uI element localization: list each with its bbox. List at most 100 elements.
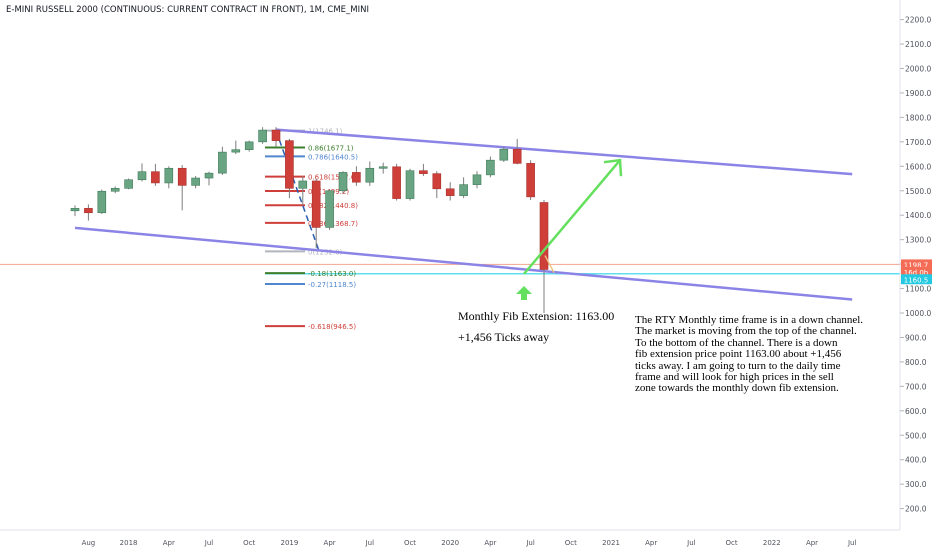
price-badge-label: 1160.5 [904, 276, 929, 284]
fib-level-label: 1(1746.1) [308, 128, 343, 136]
y-tick-label: 2000.0 [905, 65, 931, 74]
x-tick-label: 2022 [763, 539, 781, 547]
channel-lower-line[interactable] [74, 226, 853, 301]
y-tick-label: 500.0 [905, 431, 927, 440]
x-tick-label: Oct [726, 539, 738, 547]
x-tick-label: Apr [484, 539, 496, 547]
fib-level-label: -0.18(1163.0) [308, 270, 356, 278]
candle-up[interactable] [191, 177, 200, 186]
y-tick-label: 900.0 [905, 333, 927, 342]
candle-up[interactable] [338, 172, 348, 192]
y-tick-label: 1400.0 [905, 211, 931, 220]
price-badge [901, 266, 932, 277]
fib-level-label: 0.786(1640.5) [308, 153, 358, 161]
candle-up[interactable] [459, 184, 468, 196]
x-tick-label: Jul [847, 539, 857, 547]
candle-down[interactable] [392, 166, 401, 199]
candle-up[interactable] [110, 188, 120, 192]
y-tick-label: 1600.0 [905, 162, 931, 171]
candle-up[interactable] [486, 159, 495, 176]
y-tick-label: 1500.0 [905, 187, 931, 196]
candle-up[interactable] [405, 170, 415, 199]
x-tick-label: Apr [806, 539, 818, 547]
y-tick-label: 2200.0 [905, 16, 931, 25]
ticks-away-note: +1,456 Ticks away [458, 330, 550, 344]
candle-up[interactable] [244, 141, 254, 150]
candle-up[interactable] [137, 171, 147, 181]
y-tick-label: 800.0 [905, 358, 927, 367]
candle-down[interactable] [512, 148, 522, 164]
candle-up[interactable] [164, 167, 174, 184]
candle-up[interactable] [365, 167, 375, 183]
candle-up[interactable] [204, 172, 214, 179]
y-tick-label: 1900.0 [905, 89, 931, 98]
y-tick-label: 1300.0 [905, 236, 931, 245]
candle-up[interactable] [97, 190, 107, 214]
y-tick-label: 400.0 [905, 456, 927, 465]
target-up-arrow-icon [516, 286, 532, 300]
x-tick-label: Apr [163, 539, 175, 547]
x-tick-label: Apr [324, 539, 336, 547]
fib-level-label: 0.618(1557.6) [308, 174, 358, 182]
candle-down[interactable] [311, 180, 321, 228]
candle-up[interactable] [218, 151, 227, 174]
x-tick-label: Jul [686, 539, 696, 547]
fib-level-label: -0.618(946.5) [308, 323, 356, 331]
candle-down[interactable] [352, 172, 361, 183]
x-tick-label: 2019 [280, 539, 298, 547]
analysis-line: To the bottom of the channel. There is a… [635, 336, 838, 349]
candle-up[interactable] [325, 190, 334, 228]
projection-arrow-line[interactable] [523, 159, 621, 275]
price-badge [901, 259, 932, 270]
x-tick-label: Jul [204, 539, 214, 547]
analysis-line: zone towards the monthly down fib extens… [635, 382, 839, 395]
candle-up[interactable] [298, 180, 308, 189]
candle-up[interactable] [472, 174, 482, 185]
chart-title: E-MINI RUSSELL 2000 (CONTINUOUS: CURRENT… [6, 5, 369, 15]
candle-down[interactable] [177, 167, 187, 186]
analysis-line: The RTY Monthly time frame is in a down … [635, 314, 864, 326]
y-tick-label: 1800.0 [905, 113, 931, 122]
candle-down[interactable] [271, 129, 281, 141]
x-tick-label: Apr [645, 539, 657, 547]
analysis-text-block: The RTY Monthly time frame is in a down … [635, 314, 895, 395]
y-tick-label: 300.0 [905, 480, 927, 489]
x-tick-label: Jul [365, 539, 375, 547]
price-badge-label: 1198.7 [904, 261, 929, 269]
candle-up[interactable] [499, 148, 509, 161]
analysis-line: ticks away. I am going to turn to the da… [635, 359, 841, 372]
candle-up[interactable] [124, 179, 133, 189]
x-tick-label: 2021 [602, 539, 620, 547]
candle-down[interactable] [539, 202, 549, 270]
fib-extension-note: Monthly Fib Extension: 1163.00 [458, 309, 615, 323]
projection-path [544, 255, 555, 273]
projection-arrow-head [603, 158, 623, 177]
candle-up[interactable] [378, 166, 388, 169]
analysis-line: fib extension price point 1163.00 about … [635, 348, 842, 361]
y-tick-label: 1000.0 [905, 309, 931, 318]
candle-down[interactable] [445, 188, 455, 196]
candle-down[interactable] [526, 163, 535, 198]
candle-down[interactable] [84, 208, 93, 214]
candle-down[interactable] [285, 140, 294, 189]
analysis-line: frame and will look for high prices in t… [635, 371, 834, 384]
candle-down[interactable] [419, 170, 428, 174]
candle-down[interactable] [151, 171, 160, 184]
analysis-line: The market is moving from the top of the… [635, 325, 857, 338]
candle-up[interactable] [258, 129, 267, 143]
y-tick-label: 1700.0 [905, 138, 931, 147]
y-tick-label: 700.0 [905, 382, 927, 391]
fib-level-label: 0(1252.0) [308, 248, 343, 256]
candle-up[interactable] [70, 208, 80, 212]
fib-level-label: -0.27(1118.5) [308, 281, 356, 289]
y-tick-label: 1100.0 [905, 285, 931, 294]
y-tick-label: 2100.0 [905, 40, 931, 49]
candle-up[interactable] [231, 149, 241, 153]
x-tick-label: 2018 [120, 539, 138, 547]
channel-upper-line[interactable] [275, 128, 853, 176]
price-badge-label: 16d 0h [904, 269, 928, 277]
x-tick-label: Oct [565, 539, 577, 547]
candle-down[interactable] [432, 173, 442, 190]
